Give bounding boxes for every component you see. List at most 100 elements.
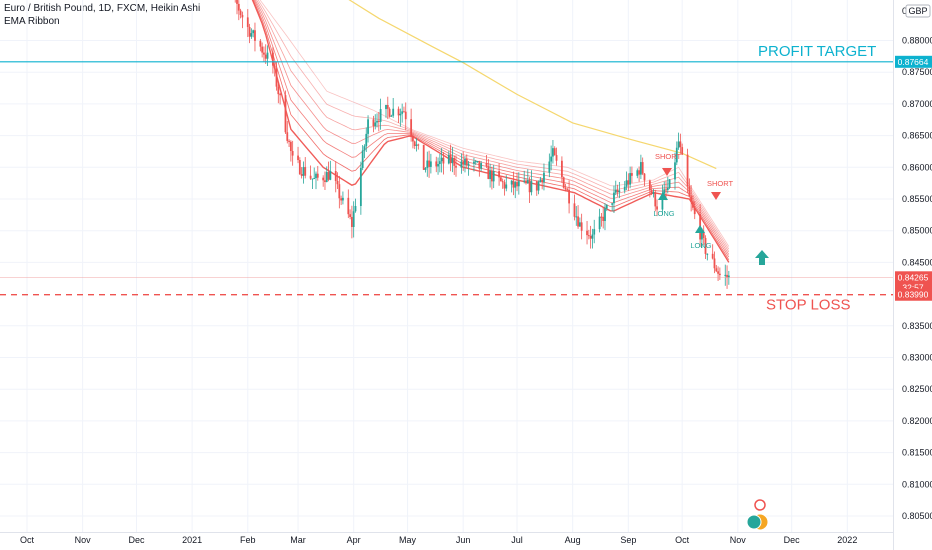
candle-body <box>376 120 378 123</box>
candle-body <box>525 180 527 184</box>
candle-body <box>250 33 253 37</box>
candle-body <box>300 174 303 176</box>
y-tick-label: 0.87500 <box>902 67 932 77</box>
candle-body <box>641 162 644 174</box>
candle-body <box>286 132 289 141</box>
candle-body <box>650 190 653 195</box>
candle-body <box>272 52 274 66</box>
candle-body <box>442 157 445 164</box>
candle-body <box>288 140 290 142</box>
candle-body <box>261 46 264 53</box>
candle-body <box>397 108 400 116</box>
ema-ribbon-line <box>251 0 730 263</box>
candle-body <box>273 65 276 69</box>
candle-body <box>523 180 526 182</box>
candle-body <box>349 214 351 217</box>
tradingview-logo[interactable] <box>746 499 769 531</box>
candle-body <box>422 144 425 170</box>
candle-body <box>505 184 508 189</box>
candle-body <box>675 147 678 163</box>
candle-body <box>388 108 391 117</box>
candle-body <box>663 189 666 194</box>
long-signal-arrow <box>695 225 705 233</box>
candle-body <box>417 144 420 146</box>
candle-body <box>577 216 579 227</box>
candle-body <box>535 181 538 191</box>
candle-body <box>246 17 249 28</box>
y-tick-label: 0.83000 <box>902 353 932 363</box>
candle-body <box>589 235 592 239</box>
candle-body <box>289 141 292 152</box>
candle-body <box>386 104 389 109</box>
candle-body <box>487 166 490 179</box>
candle-body <box>347 197 350 215</box>
x-tick-label: Dec <box>784 535 801 545</box>
candles-layer <box>234 0 730 289</box>
candle-body <box>399 113 402 116</box>
candle-body <box>575 216 578 218</box>
candle-body <box>485 163 488 167</box>
x-tick-label: Jun <box>456 535 471 545</box>
candle-body <box>510 180 513 185</box>
candle-body <box>241 14 244 18</box>
candle-body <box>252 30 255 34</box>
candle-body <box>284 95 287 133</box>
candle-body <box>311 178 314 180</box>
candle-body <box>605 204 608 209</box>
candle-body <box>275 68 278 87</box>
candle-body <box>631 173 633 176</box>
candle-body <box>627 180 630 185</box>
long-signal-arrow <box>658 192 668 200</box>
candle-body <box>489 170 492 179</box>
candle-body <box>309 175 312 179</box>
candle-body <box>327 172 330 180</box>
horizontal-lines-layer: PROFIT TARGET 0.87664 STOP LOSS 0.8426532:5… <box>0 43 932 314</box>
candle-body <box>648 180 651 191</box>
candle-body <box>643 173 646 181</box>
candle-body <box>568 189 570 204</box>
candle-body <box>264 54 267 59</box>
y-tick-label: 0.87000 <box>902 99 932 109</box>
candle-body <box>501 181 504 183</box>
candle-body <box>467 163 470 166</box>
candle-body <box>552 148 554 157</box>
currency-label: GBP <box>908 6 927 16</box>
candle-body <box>578 222 581 227</box>
candle-body <box>377 120 380 122</box>
candle-body <box>392 108 395 116</box>
candle-body <box>412 135 414 142</box>
candle-body <box>302 167 305 176</box>
candle-body <box>561 160 563 178</box>
y-tick-label: 0.85000 <box>902 226 932 236</box>
x-tick-label: Aug <box>565 535 581 545</box>
long-signal-label: LONG <box>653 209 674 218</box>
candle-body <box>492 171 495 182</box>
ema-ribbon-layer <box>251 0 730 263</box>
candle-body <box>639 162 642 175</box>
candle-body <box>437 163 439 167</box>
candle-body <box>361 150 364 169</box>
candle-body <box>359 168 362 207</box>
candle-body <box>688 186 691 197</box>
ma-200-layer <box>348 0 717 170</box>
candle-body <box>404 111 407 120</box>
candle-body <box>679 141 682 148</box>
grid <box>0 0 893 532</box>
candle-body <box>613 192 615 204</box>
candle-body <box>528 180 531 193</box>
x-tick-label: Nov <box>730 535 747 545</box>
candle-body <box>587 235 590 237</box>
countdown-text: 32:57 <box>902 282 924 292</box>
candle-body <box>413 141 416 146</box>
candle-body <box>415 144 418 146</box>
candle-body <box>701 231 703 240</box>
candle-body <box>681 147 684 155</box>
candle-body <box>237 3 240 11</box>
candle-body <box>426 160 429 169</box>
y-tick-label: 0.81000 <box>902 479 932 489</box>
candle-body <box>514 182 517 188</box>
candle-body <box>668 179 671 188</box>
candle-body <box>638 170 640 175</box>
